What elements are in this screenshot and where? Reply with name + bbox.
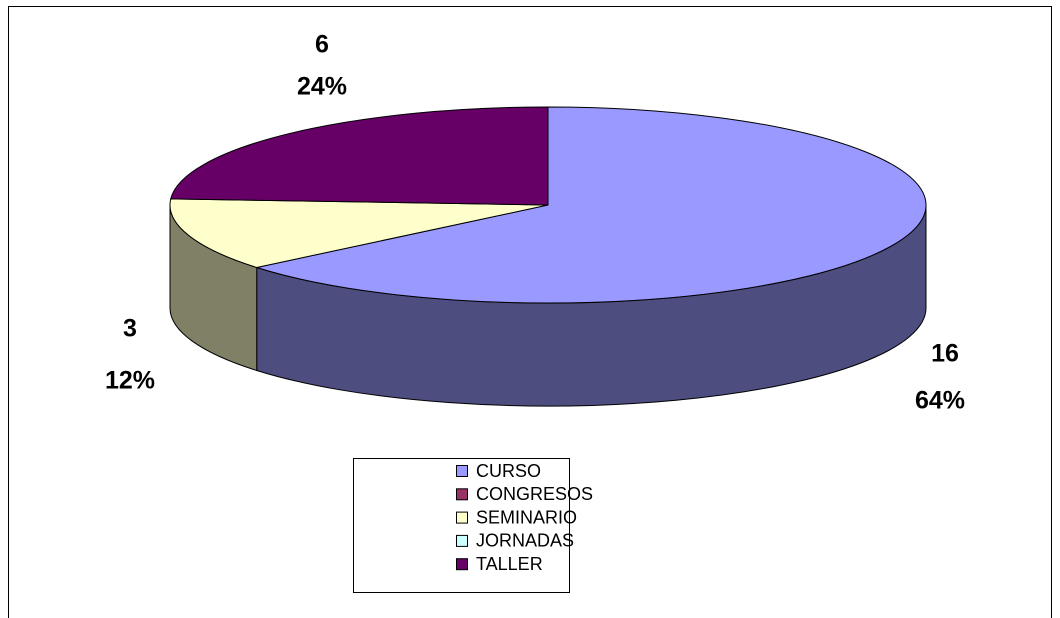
legend-swatch — [456, 534, 468, 547]
data-label: 24% — [297, 73, 347, 101]
legend-label: CURSO — [476, 461, 541, 481]
legend-swatch — [456, 558, 468, 571]
legend-label: CONGRESOS — [476, 484, 593, 504]
data-label: 6 — [315, 31, 329, 59]
data-label: 16 — [931, 340, 959, 368]
pie-slice — [169, 198, 549, 268]
data-label: 12% — [105, 367, 155, 395]
legend-label: JORNADAS — [476, 531, 574, 551]
legend-swatch — [456, 511, 468, 524]
legend-label: SEMINARIO — [476, 507, 577, 527]
data-label: 3 — [123, 315, 137, 343]
legend-swatch — [456, 465, 468, 477]
data-label: 64% — [915, 387, 965, 415]
legend-label: TALLER — [476, 554, 543, 574]
pie-slice — [254, 106, 927, 304]
legend-swatch — [456, 488, 468, 501]
pie-slice — [170, 106, 549, 206]
